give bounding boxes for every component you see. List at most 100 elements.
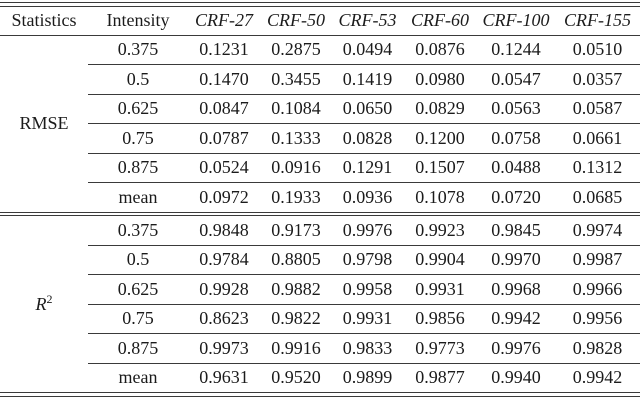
value-cell: 0.0510 [555, 35, 640, 65]
table-row: RMSE 0.375 0.1231 0.2875 0.0494 0.0876 0.1244 0… [0, 35, 640, 133]
value-cell: 0.9923 [403, 216, 477, 246]
value-cell: 0.1244 [477, 35, 555, 65]
value-cell: 0.1419 [332, 64, 403, 95]
table-row: 0.75 0.0787 0.1333 0.0828 0.1200 0.0758 0.0661 [0, 123, 640, 154]
table-row: mean 0.9631 0.9520 0.9899 0.9877 0.9940 0.9942 [0, 363, 640, 392]
table-row: R2 0.375 0.9848 0.9173 0.9976 0.9923 0.9845 0.9… [0, 216, 640, 314]
table-row: 0.5 0.9784 0.8805 0.9798 0.9904 0.9970 0.9987 [0, 245, 640, 275]
column-header-statistics: Statistics [0, 6, 88, 36]
section-label-r2: R2 [35, 291, 53, 314]
value-cell: 0.0787 [188, 123, 260, 154]
value-cell: 0.0563 [477, 94, 555, 124]
value-cell: 0.9899 [342, 367, 393, 388]
column-header-crf-60: CRF-60 [403, 6, 477, 36]
results-table-lower: R2 0.375 0.9848 0.9173 0.9976 0.9923 0.9845 0.9… [0, 216, 640, 392]
value-cell: 0.9958 [332, 274, 403, 305]
value-cell: 0.9828 [555, 333, 640, 364]
value-cell: 0.9976 [332, 216, 403, 246]
table-bottom-rule [0, 392, 640, 397]
table-row: 0.5 0.1470 0.3455 0.1419 0.0980 0.0547 0.0357 [0, 64, 640, 95]
value-cell: 0.1333 [260, 123, 332, 154]
value-cell: 0.9966 [555, 274, 640, 305]
table-row: 0.625 0.9928 0.9882 0.9958 0.9931 0.9968 0.996… [0, 274, 640, 305]
value-cell: 0.1507 [403, 153, 477, 183]
intensity-cell: mean [118, 186, 158, 207]
value-cell: 0.1291 [332, 153, 403, 183]
table-row: 0.875 0.9973 0.9916 0.9833 0.9773 0.9976 0.982… [0, 333, 640, 364]
value-cell: 0.9931 [332, 304, 403, 334]
value-cell: 0.9520 [271, 367, 321, 388]
value-cell: 0.2875 [260, 35, 332, 65]
value-cell: 0.9784 [188, 245, 260, 275]
intensity-cell: 0.75 [88, 123, 188, 154]
intensity-cell: mean [118, 367, 158, 388]
column-header-intensity: Intensity [88, 6, 188, 36]
value-cell: 0.1470 [188, 64, 260, 95]
value-cell: 0.9173 [260, 216, 332, 246]
intensity-cell: 0.5 [88, 245, 188, 275]
value-cell: 0.0357 [555, 64, 640, 95]
intensity-cell: 0.5 [88, 64, 188, 95]
table-header-row: Statistics Intensity CRF-27 CRF-50 CRF-53 CRF… [0, 6, 640, 36]
value-cell: 0.8623 [188, 304, 260, 334]
value-cell: 0.9904 [403, 245, 477, 275]
table-row: 0.875 0.0524 0.0916 0.1291 0.1507 0.0488 0.131… [0, 153, 640, 183]
value-cell: 0.9942 [477, 304, 555, 334]
value-cell: 0.9987 [555, 245, 640, 275]
value-cell: 0.9931 [403, 274, 477, 305]
column-header-crf-155: CRF-155 [555, 6, 640, 36]
value-cell: 0.9882 [260, 274, 332, 305]
value-cell: 0.0829 [403, 94, 477, 124]
value-cell: 0.1084 [260, 94, 332, 124]
intensity-cell: 0.875 [88, 153, 188, 183]
table-mid-rule [0, 211, 640, 216]
table-row: mean 0.0972 0.1933 0.0936 0.1078 0.0720 0.0685 [0, 183, 640, 212]
value-cell: 0.0972 [199, 186, 249, 207]
intensity-cell: 0.625 [88, 274, 188, 305]
value-cell: 0.0828 [332, 123, 403, 154]
value-cell: 0.9845 [477, 216, 555, 246]
value-cell: 0.9968 [477, 274, 555, 305]
value-cell: 0.9833 [332, 333, 403, 364]
value-cell: 0.9928 [188, 274, 260, 305]
table-row: 0.75 0.8623 0.9822 0.9931 0.9856 0.9942 0.9956 [0, 304, 640, 334]
value-cell: 0.0758 [477, 123, 555, 154]
value-cell: 0.1312 [555, 153, 640, 183]
value-cell: 0.9940 [491, 367, 541, 388]
value-cell: 0.9822 [260, 304, 332, 334]
value-cell: 0.1231 [188, 35, 260, 65]
value-cell: 0.0524 [188, 153, 260, 183]
section-rmse-body: RMSE 0.375 0.1231 0.2875 0.0494 0.0876 0.1244 0… [0, 35, 640, 212]
value-cell: 0.0587 [555, 94, 640, 124]
table-top-rule [0, 2, 640, 7]
value-cell: 0.9974 [555, 216, 640, 246]
value-cell: 0.0876 [403, 35, 477, 65]
intensity-cell: 0.375 [88, 216, 188, 246]
intensity-cell: 0.625 [88, 94, 188, 124]
value-cell: 0.3455 [260, 64, 332, 95]
value-cell: 0.9631 [199, 367, 249, 388]
value-cell: 0.9856 [403, 304, 477, 334]
value-cell: 0.9973 [188, 333, 260, 364]
value-cell: 0.9970 [477, 245, 555, 275]
value-cell: 0.0650 [332, 94, 403, 124]
value-cell: 0.0936 [342, 186, 393, 207]
value-cell: 0.0661 [555, 123, 640, 154]
value-cell: 0.0547 [477, 64, 555, 95]
column-header-crf-100: CRF-100 [477, 6, 555, 36]
value-cell: 0.9916 [260, 333, 332, 364]
value-cell: 0.0488 [477, 153, 555, 183]
value-cell: 0.0916 [260, 153, 332, 183]
value-cell: 0.1200 [403, 123, 477, 154]
column-header-crf-53: CRF-53 [332, 6, 403, 36]
value-cell: 0.9877 [415, 367, 465, 388]
value-cell: 0.9798 [332, 245, 403, 275]
column-header-crf-27: CRF-27 [188, 6, 260, 36]
value-cell: 0.8805 [260, 245, 332, 275]
value-cell: 0.1933 [271, 186, 321, 207]
value-cell: 0.9773 [403, 333, 477, 364]
intensity-cell: 0.875 [88, 333, 188, 364]
value-cell: 0.0685 [572, 186, 623, 207]
value-cell: 0.0980 [403, 64, 477, 95]
